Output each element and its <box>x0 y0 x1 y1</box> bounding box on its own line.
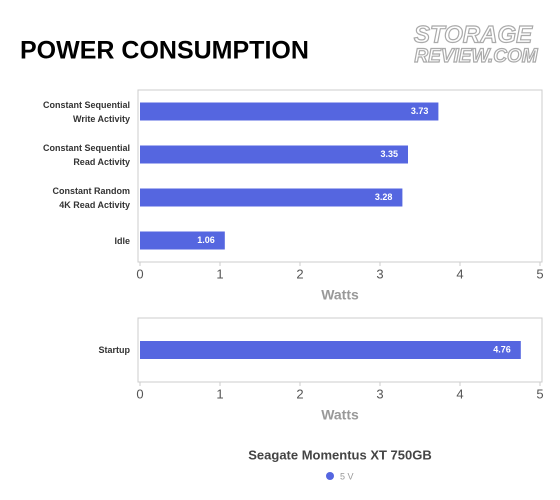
x-tick-label: 0 <box>136 266 143 281</box>
value-label: 3.35 <box>380 149 398 159</box>
plot-frame <box>137 317 543 383</box>
watermark: STORAGE <box>414 21 533 48</box>
x-tick-label: 1 <box>216 386 223 401</box>
bar <box>140 145 408 164</box>
bar <box>140 188 403 207</box>
value-label: 4.76 <box>493 344 511 354</box>
legend-label: 5 V <box>340 471 354 481</box>
plot-frame <box>137 89 543 263</box>
y-tick-label: Startup <box>98 345 131 355</box>
value-label: 3.73 <box>411 106 429 116</box>
y-tick-label: Constant Sequential Read Activity <box>42 142 130 167</box>
y-tick-label: Idle <box>114 235 130 246</box>
legend-marker <box>326 472 334 480</box>
legend-title: Seagate Momentus XT 750GB <box>248 447 432 462</box>
page-title: POWER CONSUMPTION <box>20 37 309 65</box>
watermark: REVIEW.COM <box>414 46 538 67</box>
x-tick-label: 0 <box>136 386 143 401</box>
x-tick-label: 3 <box>376 386 383 401</box>
x-tick-label: 4 <box>456 266 463 281</box>
y-tick-label: Constant Random 4K Read Activity <box>52 185 131 210</box>
y-tick-label: Constant Sequential Write Activity <box>42 99 130 124</box>
bar <box>140 102 439 121</box>
x-tick-label: 1 <box>216 266 223 281</box>
value-label: 3.28 <box>375 192 393 202</box>
x-axis-label: Watts <box>321 287 359 303</box>
bar <box>140 231 225 250</box>
x-tick-label: 2 <box>296 266 303 281</box>
x-tick-label: 3 <box>376 266 383 281</box>
x-tick-label: 5 <box>536 266 543 281</box>
x-tick-label: 4 <box>456 386 463 401</box>
bar <box>140 341 521 359</box>
x-tick-label: 2 <box>296 386 303 401</box>
x-tick-label: 5 <box>536 386 543 401</box>
x-axis-label: Watts <box>321 407 359 423</box>
value-label: 1.06 <box>197 235 215 245</box>
